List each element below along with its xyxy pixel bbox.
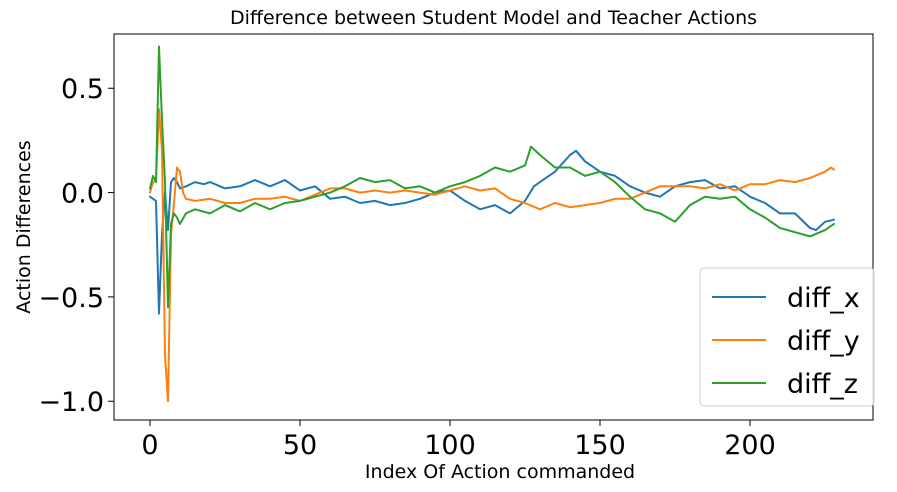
x-tick-label: 200 bbox=[724, 430, 776, 461]
y-tick-label: −0.5 bbox=[38, 283, 104, 314]
series-line-diff-y bbox=[149, 108, 835, 403]
x-tick-label: 150 bbox=[574, 430, 626, 461]
ticks-layer: 0 50 100 150 200 0.5 0.0 −0.5 −1.0 bbox=[38, 74, 775, 461]
legend-box bbox=[699, 267, 875, 407]
x-tick-label: 50 bbox=[283, 430, 317, 461]
legend-label-diff-y: diff_y bbox=[787, 326, 860, 357]
chart-title: Difference between Student Model and Tea… bbox=[230, 7, 757, 29]
legend-label-diff-x: diff_x bbox=[787, 283, 860, 314]
y-tick-label: 0.5 bbox=[61, 74, 104, 105]
x-tick-label: 0 bbox=[141, 430, 158, 461]
y-axis-label: Action Differences bbox=[13, 140, 35, 313]
legend-items: diff_x diff_y diff_z bbox=[712, 283, 860, 400]
x-axis-label: Index Of Action commanded bbox=[365, 461, 635, 483]
legend: diff_x diff_y diff_z bbox=[699, 267, 875, 407]
series-layer bbox=[149, 45, 835, 403]
y-tick-label: −1.0 bbox=[38, 387, 104, 418]
series-line-diff-x bbox=[149, 149, 835, 315]
series-line-diff-z bbox=[149, 45, 835, 309]
y-tick-label: 0.0 bbox=[61, 179, 104, 210]
legend-label-diff-z: diff_z bbox=[787, 369, 858, 400]
plot-frame bbox=[113, 33, 874, 421]
x-tick-label: 100 bbox=[424, 430, 476, 461]
